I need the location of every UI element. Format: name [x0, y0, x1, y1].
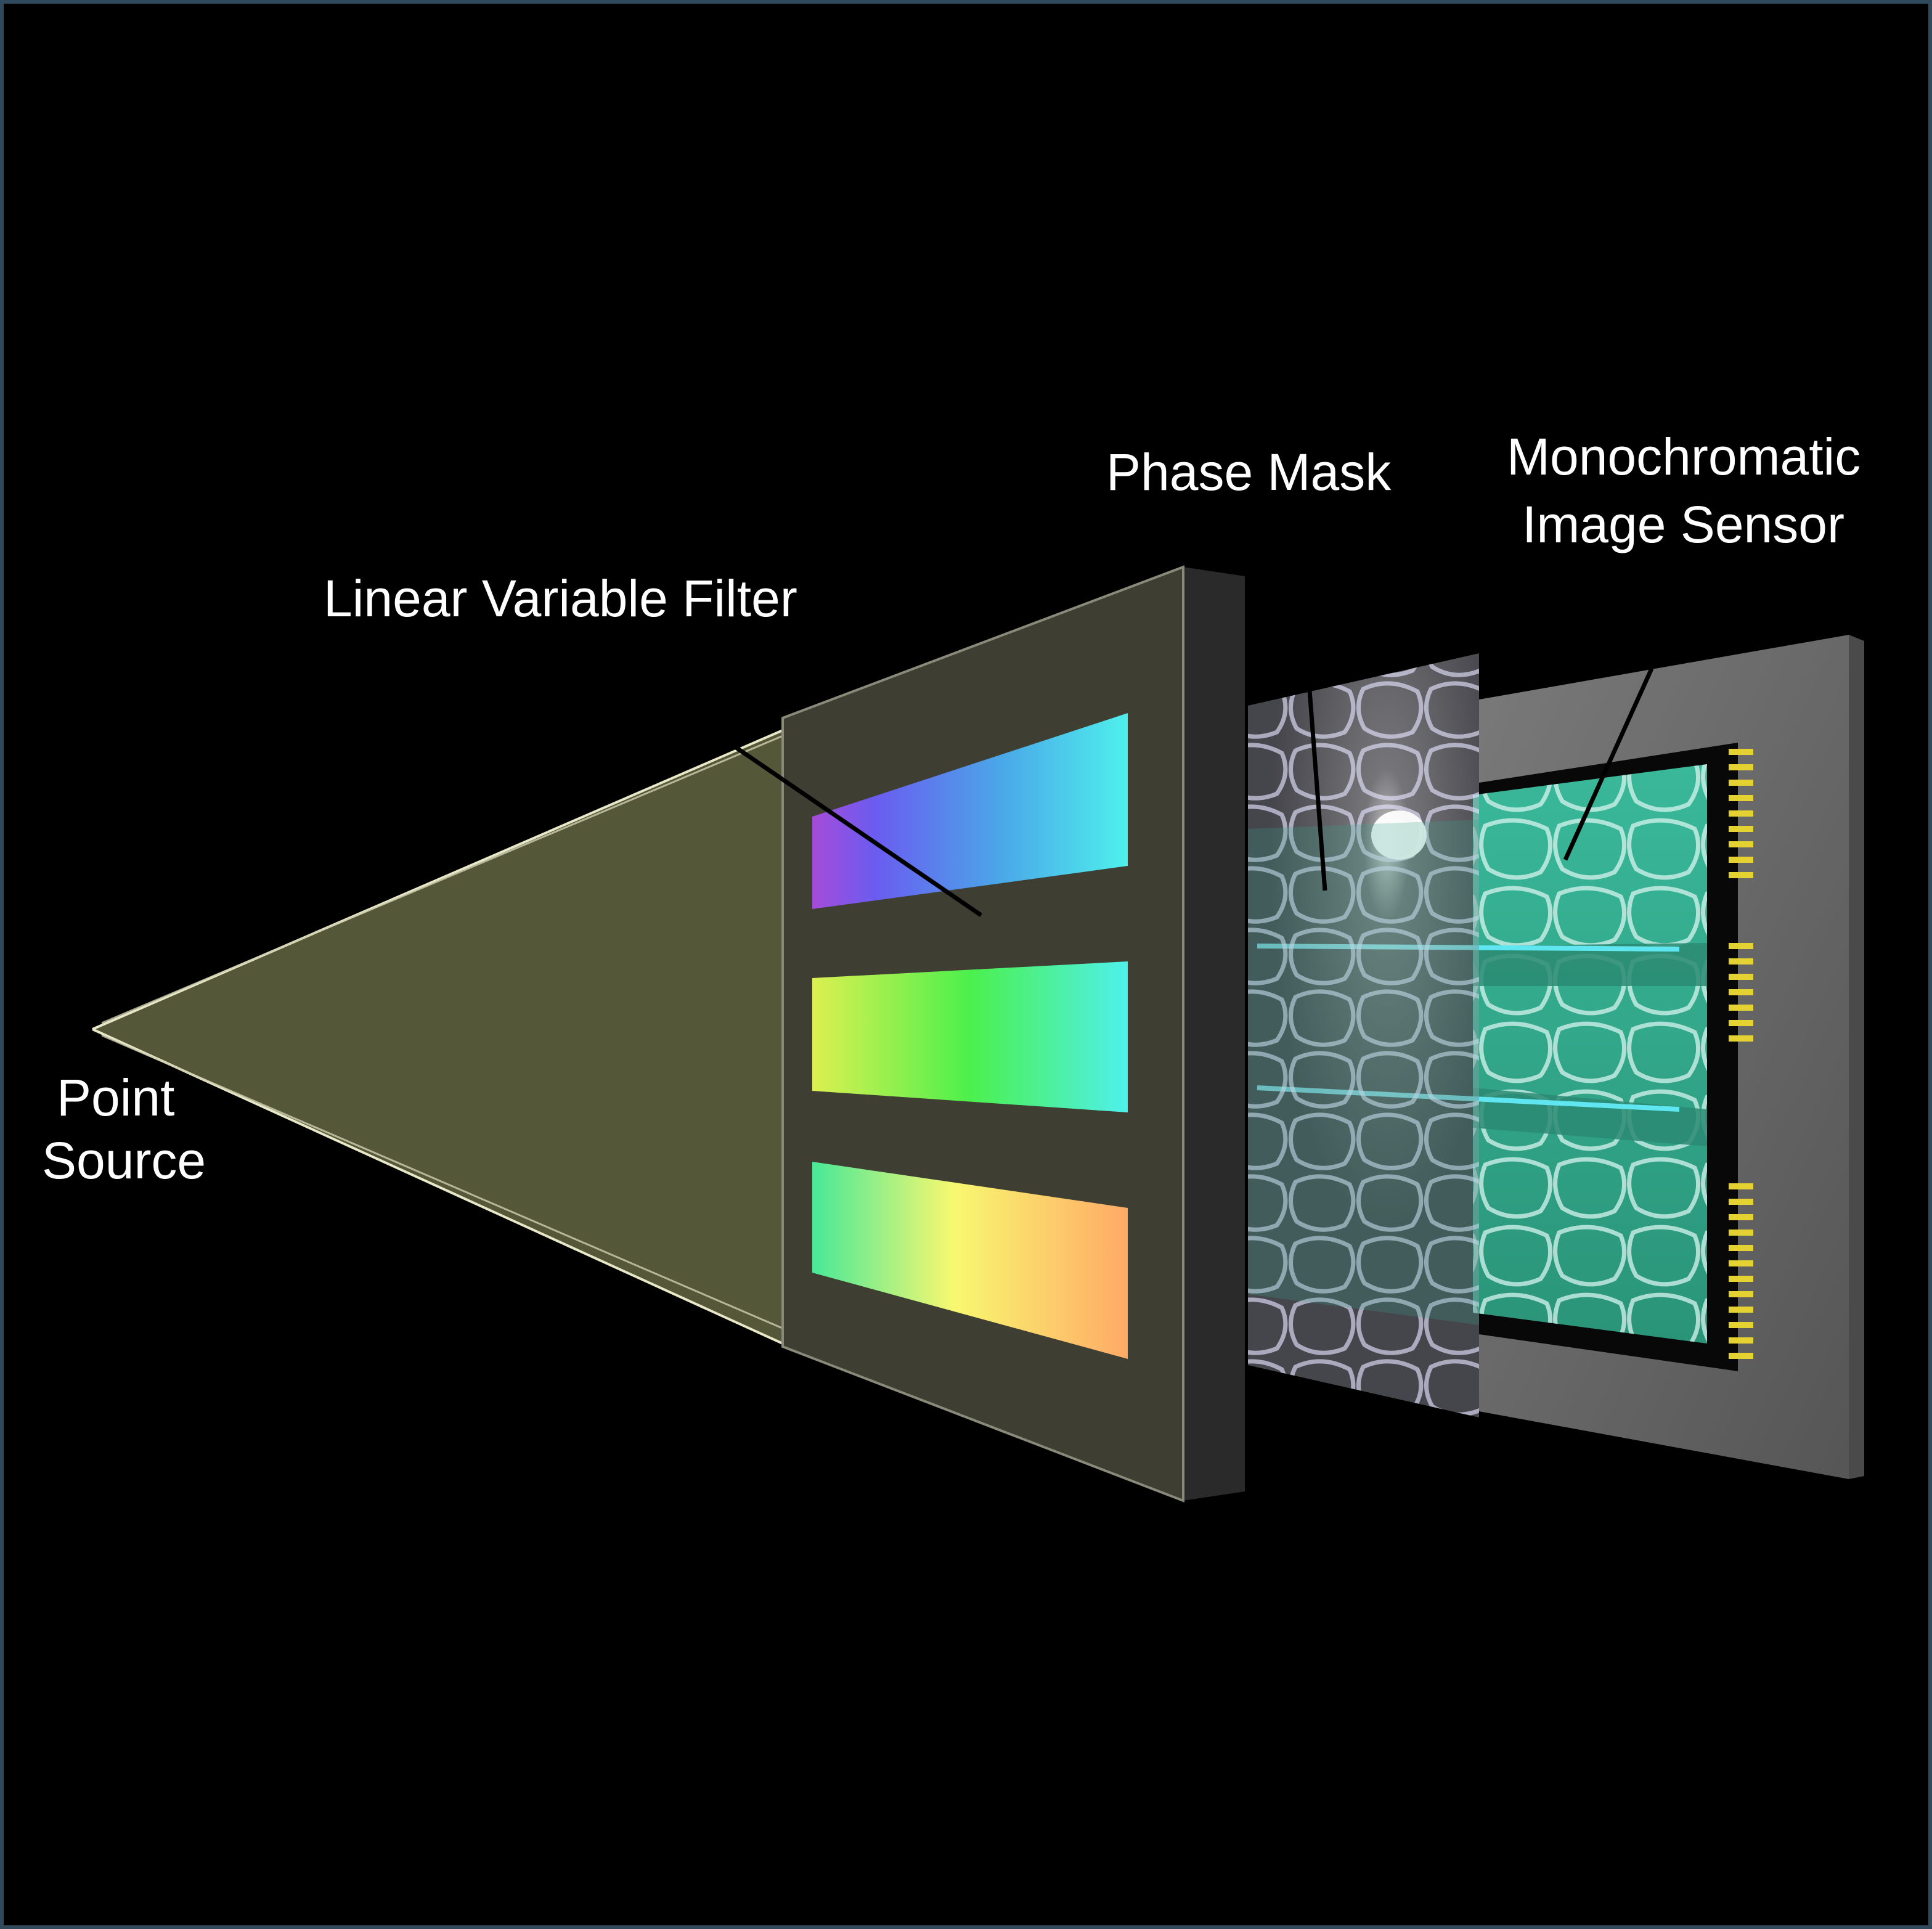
linear-variable-filter: [781, 565, 1245, 1503]
sensor-row-divider-1: [1473, 943, 1707, 986]
filter-band-middle: [812, 961, 1128, 1112]
filter-leader-line: [732, 744, 982, 917]
filter-band-bottom: [812, 1162, 1128, 1359]
point-source-label-line2: Source: [42, 1132, 206, 1189]
sensor-frame-edge: [1849, 635, 1864, 1479]
filter-band-top: [812, 713, 1128, 909]
phase-mask-label: Phase Mask: [1106, 443, 1392, 501]
linear-variable-filter-label: Linear Variable Filter: [324, 569, 797, 627]
image-sensor-label-line2: Image Sensor: [1522, 496, 1844, 553]
light-cone-body: [92, 730, 783, 1344]
point-source-label-line1: Point: [57, 1069, 174, 1127]
phase-mask-highlight: [1371, 810, 1427, 860]
sensor-leader-line: [1563, 667, 1654, 861]
filter-edge: [1183, 567, 1245, 1501]
phase-mask-leader-line: [1307, 690, 1327, 891]
image-sensor: [1257, 635, 1864, 1479]
image-sensor-label-line1: Monochromatic: [1507, 428, 1861, 486]
phase-mask: [1248, 653, 1479, 1417]
sensor-pins: [1729, 749, 1753, 1359]
